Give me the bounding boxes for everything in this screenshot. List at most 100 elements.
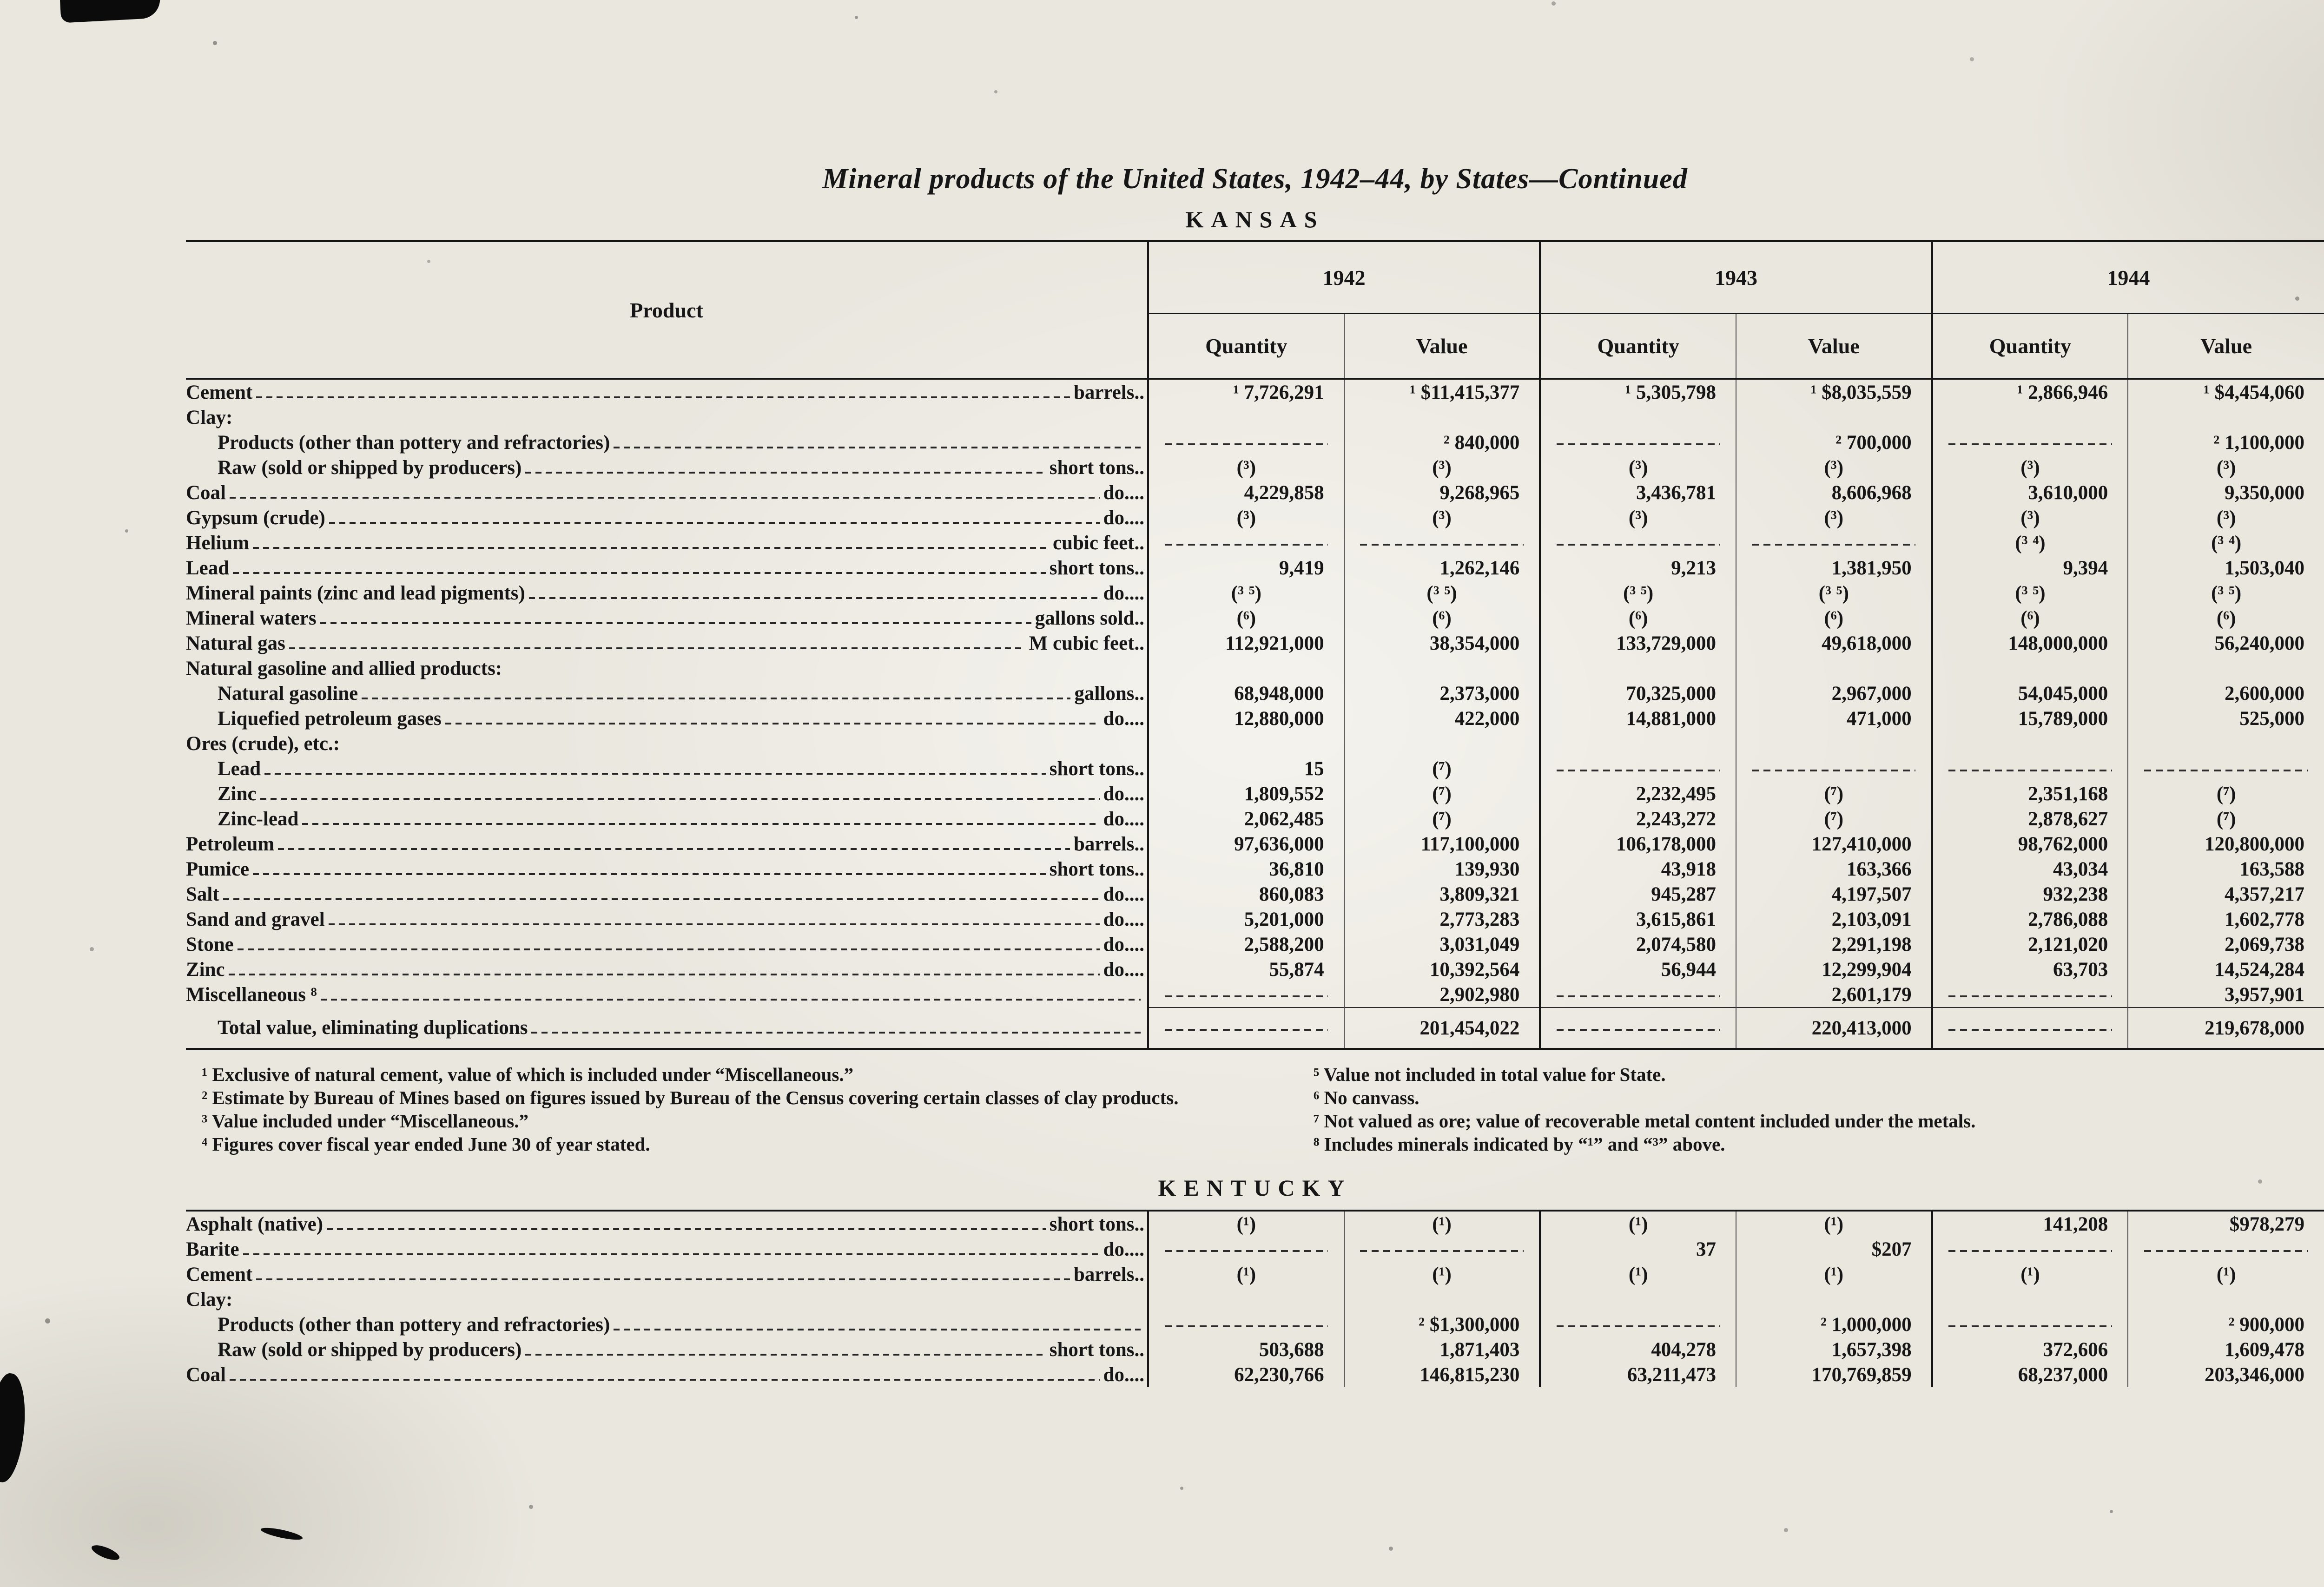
table-row: Zinc-lead do.... 2,062,485 (⁷) 2,243,272 (⁷) 2…: [186, 806, 2324, 831]
value-cell: 43,034: [1931, 856, 2128, 882]
value-cell: (¹): [1539, 1262, 1736, 1287]
value-cell: 471,000: [1735, 706, 1932, 731]
value-cell: 2,074,580: [1539, 932, 1736, 957]
value-cell: (⁶): [1147, 606, 1344, 631]
value-cell: [2127, 756, 2324, 781]
table-row: Natural gas M cubic feet.. 112,921,000 38,3…: [186, 631, 2324, 656]
value-cell: 54,045,000: [1931, 681, 2128, 706]
value-cell: [1343, 530, 1540, 555]
value-cell: $978,279: [2127, 1211, 2324, 1237]
value-cell: (⁷): [1343, 806, 1540, 831]
value-cell: 55,874: [1147, 957, 1344, 982]
footnote: ⁵ Value not included in total value for …: [1314, 1064, 1666, 1085]
product-label: Cement: [186, 381, 253, 403]
value-cell: 2,069,738: [2127, 932, 2324, 957]
blank-cell-dashes: [1164, 1028, 1328, 1031]
value-cell: 4,197,507: [1735, 882, 1932, 907]
section-row: Natural gasoline and allied products:: [186, 656, 2324, 681]
value-cell: 106,178,000: [1539, 831, 1736, 856]
value-cell: (⁶): [2127, 606, 2324, 631]
product-cell: Clay:: [186, 1287, 1148, 1312]
unit-label: gallons..: [1074, 682, 1145, 705]
dotted-leader: [243, 1253, 1100, 1255]
product-cell: Zinc do....: [186, 781, 1148, 806]
value-cell: [1931, 1237, 2128, 1262]
value-cell: (¹): [1735, 1262, 1932, 1287]
value-cell: 56,240,000: [2127, 631, 2324, 656]
value-cell: [1735, 656, 1932, 681]
table-row: Miscellaneous ⁸ 2,902,980 2,601,179 3,957,9…: [186, 982, 2324, 1008]
value-cell: 141,208: [1931, 1211, 2128, 1237]
dotted-leader: [320, 999, 1141, 1001]
value-cell: ² 1,100,000: [2127, 430, 2324, 455]
table-row: Cement barrels.. (¹) (¹) (¹) (¹) (¹) (¹): [186, 1262, 2324, 1287]
section-row: Clay:: [186, 1287, 2324, 1312]
value-cell: (³): [1735, 505, 1932, 530]
value-cell: 62,230,766: [1147, 1362, 1344, 1387]
product-cell: Barite do....: [186, 1237, 1148, 1262]
value-cell: (³): [2127, 455, 2324, 480]
blank-cell-dashes: [1948, 769, 2112, 771]
scan-artifact-bottom-2: [90, 1542, 121, 1563]
value-cell: [1539, 656, 1736, 681]
value-cell: 112,921,000: [1147, 631, 1344, 656]
table-row: Products (other than pottery and refract…: [186, 1312, 2324, 1337]
value-cell: 97,636,000: [1147, 831, 1344, 856]
blank-cell-dashes: [1164, 443, 1328, 445]
footnote: ³ Value included under “Miscellaneous.”: [202, 1110, 528, 1132]
product-cell: Natural gas M cubic feet..: [186, 631, 1148, 656]
value-cell: (³): [1931, 455, 2128, 480]
value-cell: 1,503,040: [2127, 555, 2324, 580]
value-cell: 404,278: [1539, 1337, 1736, 1362]
value-cell: [1147, 405, 1344, 430]
value-cell: 2,878,627: [1931, 806, 2128, 831]
value-cell: [1147, 1237, 1344, 1262]
value-cell: (³): [1931, 505, 2128, 530]
value-cell: 1,657,398: [1735, 1337, 1932, 1362]
unit-label: M cubic feet..: [1029, 632, 1145, 654]
kansas-table-header: Product 1942 1943 1944 Quantity Value Qu…: [186, 241, 2324, 380]
value-cell: (³ ⁴): [1931, 530, 2128, 555]
value-cell: [2127, 405, 2324, 430]
value-cell: [1931, 405, 2128, 430]
value-cell: 4,357,217: [2127, 882, 2324, 907]
value-cell: (⁶): [1539, 606, 1736, 631]
table-row: Raw (sold or shipped by producers) short …: [186, 1337, 2324, 1362]
blank-cell-dashes: [1360, 543, 1524, 546]
value-cell: 5,201,000: [1147, 907, 1344, 932]
value-cell: 1,602,778: [2127, 907, 2324, 932]
value-cell: ² 1,000,000: [1735, 1312, 1932, 1337]
value-cell: 170,769,859: [1735, 1362, 1932, 1387]
product-cell: Zinc-lead do....: [186, 806, 1148, 831]
value-cell: (³ ⁵): [1343, 580, 1540, 606]
value-cell: 2,786,088: [1931, 907, 2128, 932]
product-label: Raw (sold or shipped by producers): [218, 456, 522, 479]
year-header-1942: 1942: [1147, 241, 1540, 314]
table-row: Mineral waters gallons sold.. (⁶) (⁶) (⁶) (⁶)…: [186, 606, 2324, 631]
value-cell: 43,918: [1539, 856, 1736, 882]
value-cell: [1931, 1287, 2128, 1312]
value-cell: 3,031,049: [1343, 932, 1540, 957]
kentucky-table: Asphalt (native) short tons.. (¹) (¹) (¹) (¹)…: [186, 1210, 2324, 1387]
value-cell: [1735, 530, 1932, 555]
value-cell: 372,606: [1931, 1337, 2128, 1362]
value-cell: [1931, 756, 2128, 781]
table-row: Petroleum barrels.. 97,636,000 117,100,000 1…: [186, 831, 2324, 856]
value-cell: 127,410,000: [1735, 831, 1932, 856]
value-cell: 63,703: [1931, 957, 2128, 982]
unit-label: barrels..: [1073, 381, 1145, 403]
product-cell: Products (other than pottery and refract…: [186, 430, 1148, 455]
footnote: ¹ Exclusive of natural cement, value of …: [202, 1064, 854, 1085]
value-cell: [1147, 430, 1344, 455]
blank-cell-dashes: [1164, 1325, 1328, 1327]
value-cell: 133,729,000: [1539, 631, 1736, 656]
value-cell: 63,211,473: [1539, 1362, 1736, 1387]
blank-cell-dashes: [1556, 1028, 1720, 1031]
value-cell: 2,773,283: [1343, 907, 1540, 932]
dotted-leader: [525, 1353, 1046, 1356]
unit-label: short tons..: [1049, 1338, 1145, 1361]
value-cell: 503,688: [1147, 1337, 1344, 1362]
value-cell: (³ ⁵): [1735, 580, 1932, 606]
dotted-leader: [256, 1278, 1070, 1280]
